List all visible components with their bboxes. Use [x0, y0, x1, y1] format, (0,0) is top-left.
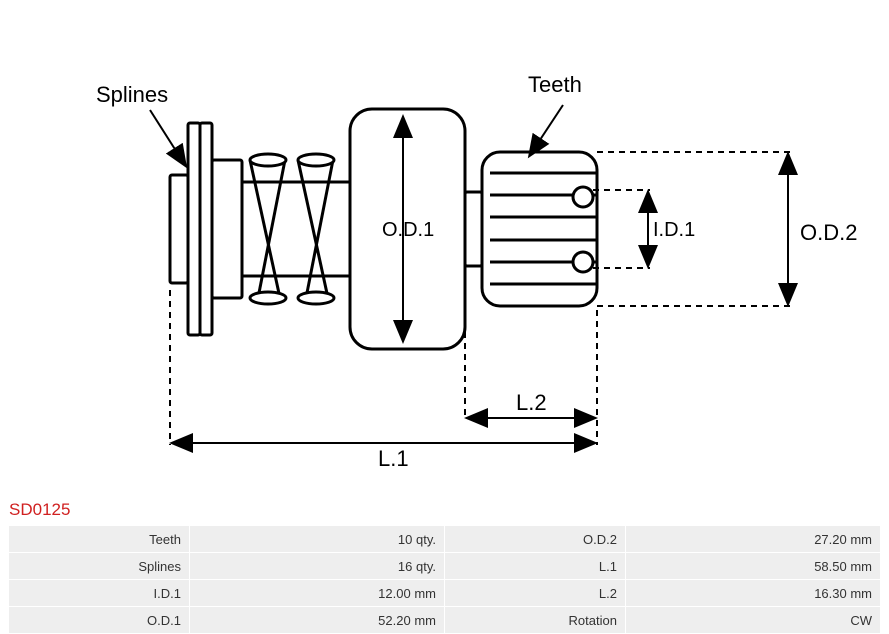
spec-label: L.1 — [445, 553, 625, 579]
spec-label: I.D.1 — [9, 580, 189, 606]
spec-value: 58.50 mm — [626, 553, 880, 579]
spec-label: Splines — [9, 553, 189, 579]
spec-label: O.D.1 — [9, 607, 189, 633]
spec-value: 16 qty. — [190, 553, 444, 579]
label-splines: Splines — [96, 82, 168, 107]
label-l2: L.2 — [516, 390, 547, 415]
label-od1: O.D.1 — [382, 219, 434, 241]
spec-table: Teeth10 qty.O.D.227.20 mmSplines16 qty.L… — [8, 525, 881, 634]
table-row: O.D.152.20 mmRotationCW — [9, 607, 880, 633]
table-row: I.D.112.00 mmL.216.30 mm — [9, 580, 880, 606]
spec-value: 10 qty. — [190, 526, 444, 552]
spec-label: L.2 — [445, 580, 625, 606]
spec-label: Teeth — [9, 526, 189, 552]
label-id1: I.D.1 — [653, 219, 695, 241]
label-l1: L.1 — [378, 446, 409, 471]
spec-value: 12.00 mm — [190, 580, 444, 606]
label-od2: O.D.2 — [800, 220, 857, 245]
part-number: SD0125 — [9, 500, 70, 520]
spec-value: CW — [626, 607, 880, 633]
table-row: Teeth10 qty.O.D.227.20 mm — [9, 526, 880, 552]
spec-value: 27.20 mm — [626, 526, 880, 552]
spec-label: Rotation — [445, 607, 625, 633]
spec-label: O.D.2 — [445, 526, 625, 552]
table-row: Splines16 qty.L.158.50 mm — [9, 553, 880, 579]
spec-value: 52.20 mm — [190, 607, 444, 633]
spec-value: 16.30 mm — [626, 580, 880, 606]
label-teeth: Teeth — [528, 72, 582, 97]
technical-diagram: Splines Teeth O.D.1 I.D.1 O.D.2 L.1 L.2 — [0, 0, 889, 495]
